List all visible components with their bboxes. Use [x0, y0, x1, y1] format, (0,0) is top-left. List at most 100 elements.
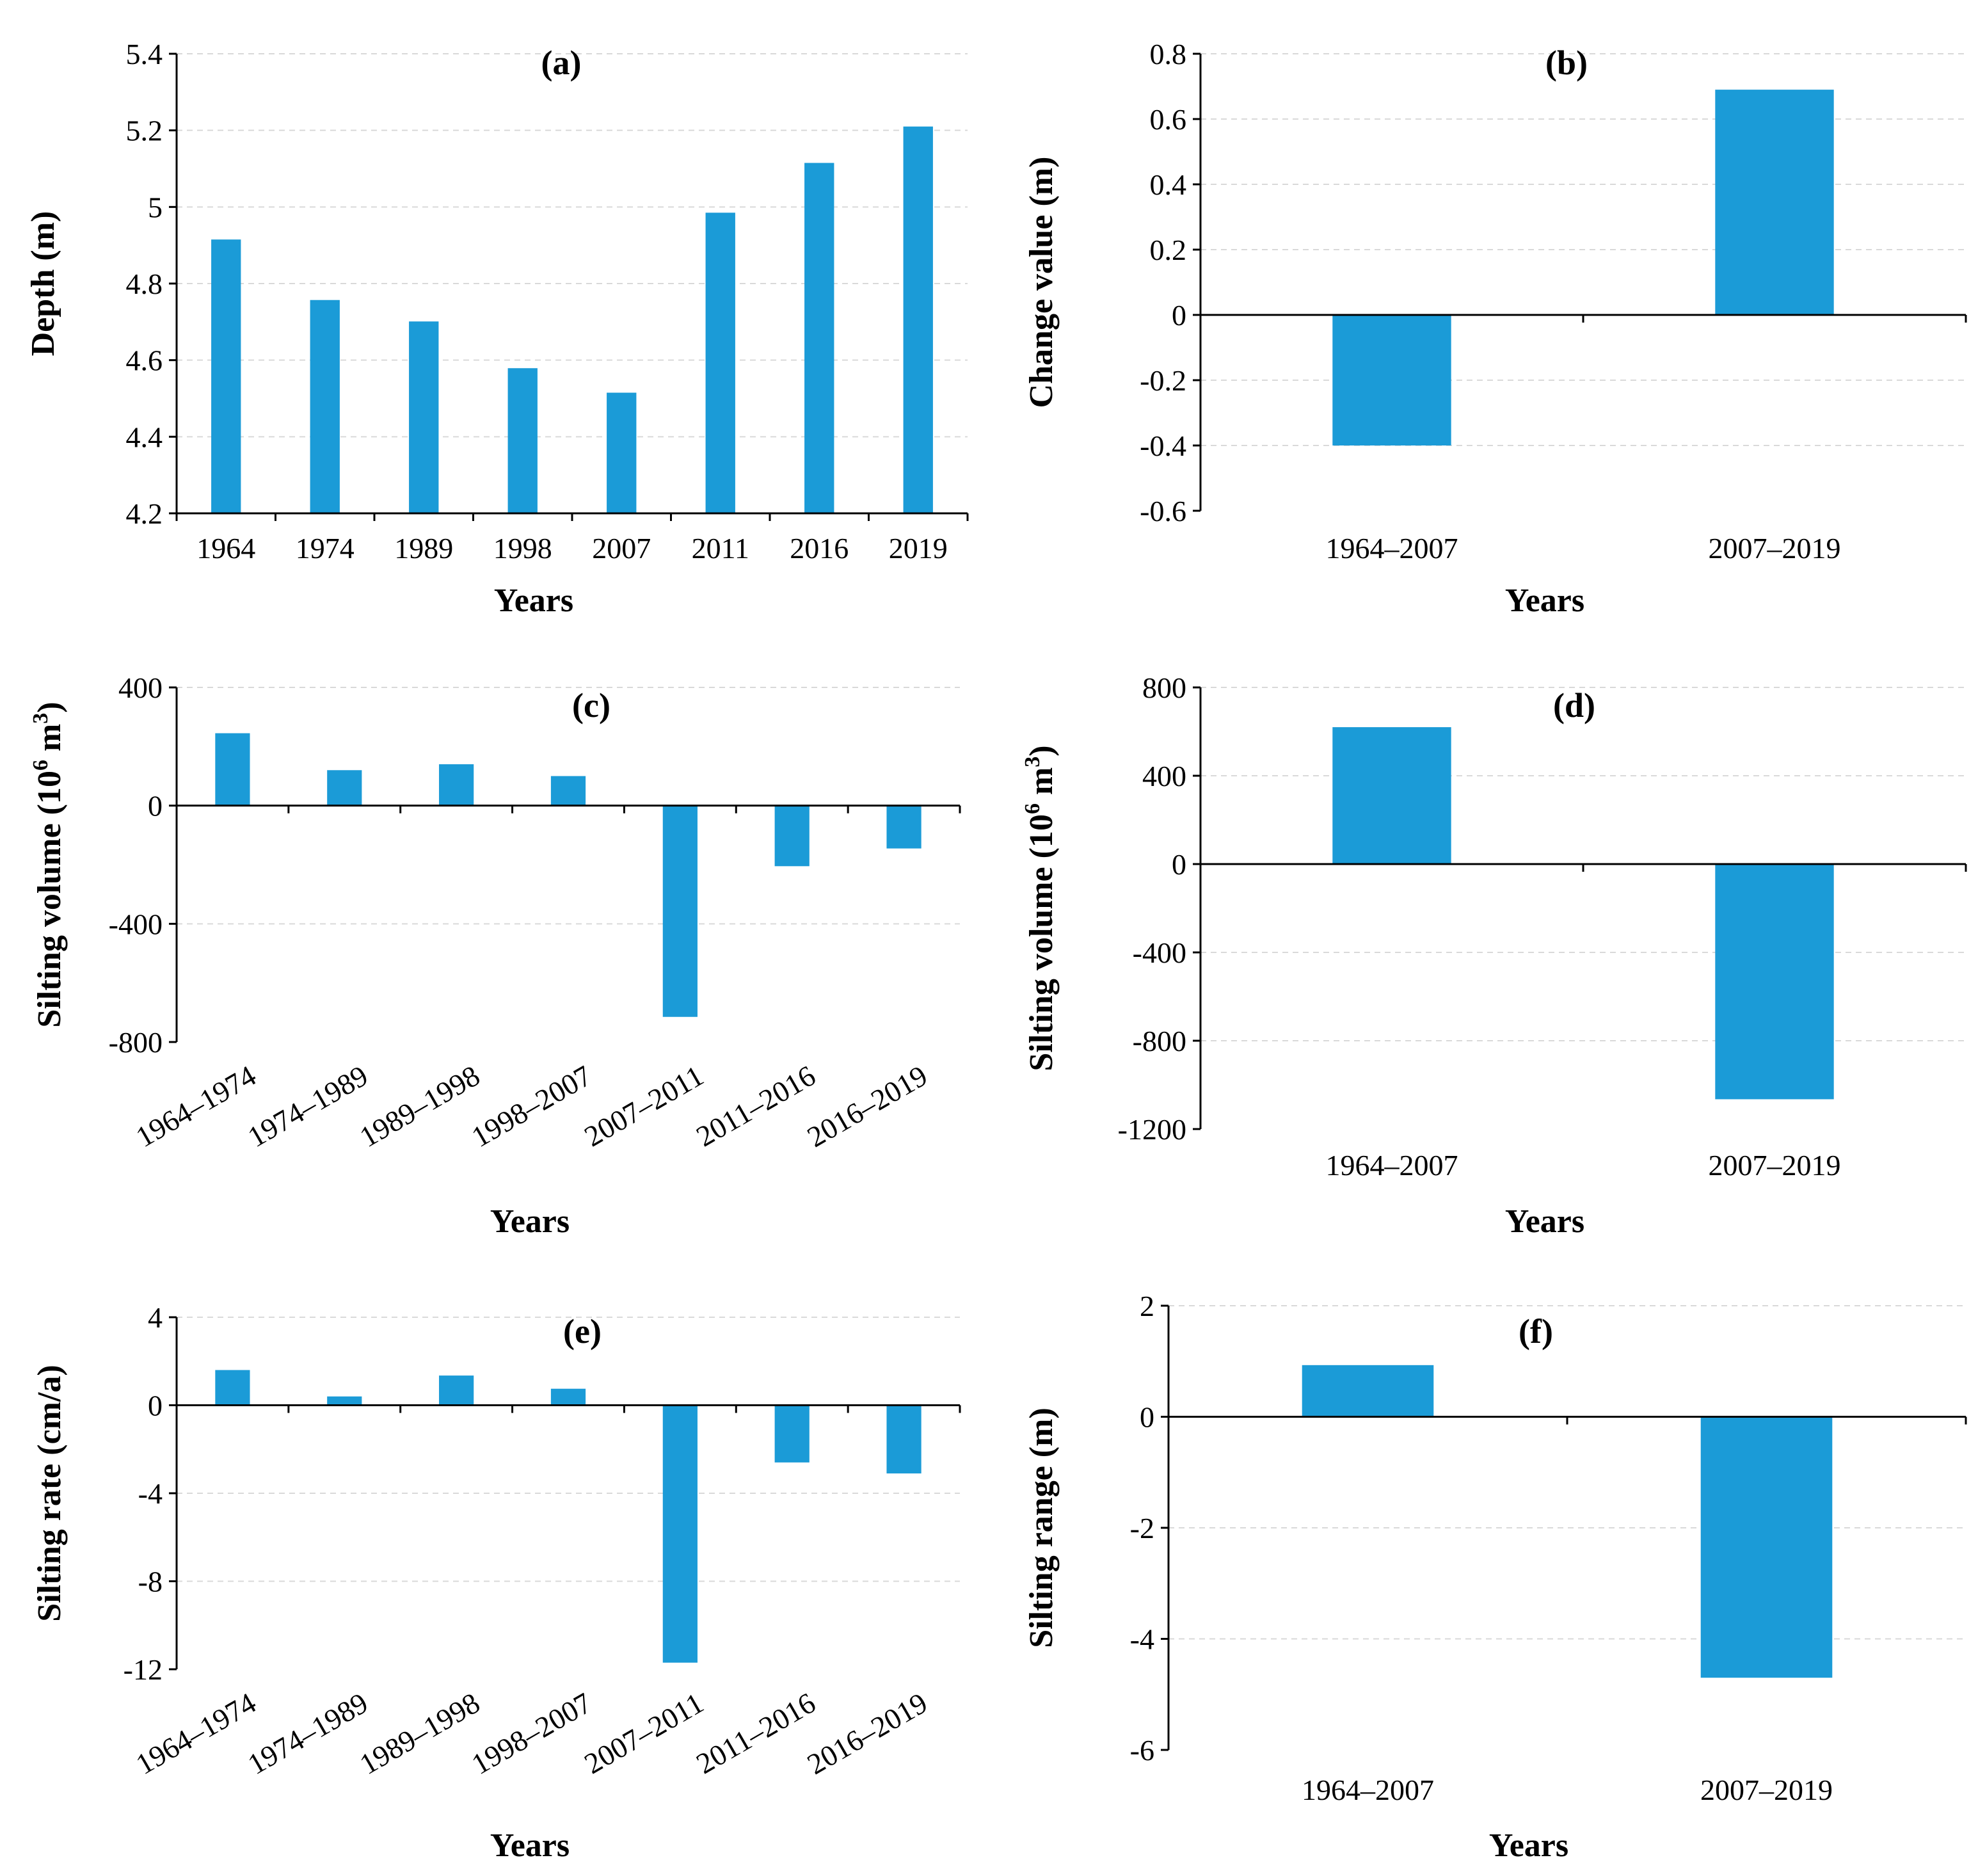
y-axis-label-part: Silting volume (10: [1023, 814, 1060, 1071]
y-tick-label: -1200: [1118, 1113, 1186, 1146]
bar-a-1: [310, 300, 340, 513]
y-tick-label: 5: [148, 191, 163, 223]
y-axis-label-part: 3: [29, 713, 52, 724]
bar-b-1: [1715, 90, 1834, 315]
panel-c: 400 0 -400 -8001964–19741974–19891989–19981…: [29, 671, 961, 1240]
y-tick-label: -2: [1130, 1512, 1154, 1544]
x-axis-label: Years: [490, 1203, 570, 1240]
bar-a-5: [705, 212, 735, 513]
y-axis-label-part: m: [1023, 767, 1060, 803]
panel-tag: (e): [563, 1312, 602, 1351]
x-tick-label: 2016–2019: [802, 1059, 933, 1153]
x-tick-label: 1989: [394, 532, 453, 565]
y-tick-label: 0: [1140, 1401, 1154, 1434]
panel-f: 2 0 -2 -4 -6 1964–2007 2007–2019 Years Silting r…: [1023, 1290, 1967, 1864]
y-tick-label: 4.2: [126, 497, 163, 530]
y-tick-label: 0: [148, 1390, 163, 1422]
y-axis-label: Silting volume (106 m3): [1021, 745, 1060, 1071]
x-axis-label: Years: [490, 1827, 570, 1864]
y-tick-label: 400: [118, 671, 163, 704]
x-tick-label: 2007–2011: [579, 1059, 709, 1153]
bar-d-0: [1332, 727, 1451, 864]
x-tick-label: 2007–2011: [579, 1686, 709, 1780]
x-tick-label: 1974–1989: [243, 1686, 374, 1781]
bar-c-5: [774, 805, 810, 867]
y-tick-label: -12: [124, 1653, 163, 1686]
x-axis-label: Years: [494, 582, 573, 619]
bar-e-4: [662, 1405, 698, 1663]
bar-f-0: [1302, 1365, 1434, 1417]
x-tick-label: 1998–2007: [466, 1686, 597, 1781]
bar-c-0: [215, 733, 250, 806]
bar-c-3: [550, 776, 586, 806]
bar-e-0: [215, 1370, 250, 1406]
panel-d: 800 400 0 -400 -800 -1200 1964–2007 2007–2019 Ye…: [1021, 671, 1967, 1240]
y-axis-label: Silting range (m): [1023, 1407, 1060, 1648]
panel-tag: (c): [572, 686, 610, 725]
y-tick-label: 0.4: [1150, 168, 1187, 201]
y-tick-label: -4: [138, 1477, 163, 1510]
y-tick-label: -4: [1130, 1623, 1154, 1656]
y-axis-label: Silting rate (cm/a): [31, 1365, 68, 1621]
y-tick-label: 0: [148, 790, 163, 822]
bar-c-6: [886, 805, 921, 849]
bar-c-2: [439, 764, 474, 806]
bar-e-5: [774, 1405, 810, 1463]
x-tick-label: 1964: [196, 532, 255, 565]
bar-c-4: [662, 805, 698, 1017]
panel-e: 4 0 -4 -8 -121964–19741974–19891989–19981998…: [31, 1301, 961, 1864]
y-tick-label: 800: [1142, 671, 1186, 704]
y-tick-label: -400: [109, 908, 163, 940]
bar-a-2: [409, 321, 439, 513]
y-tick-label: 2: [1140, 1290, 1154, 1322]
panel-b: 0.8 0.6 0.4 0.2 0 -0.2 -0.4 -0.6 1964–2007 2007–2…: [1023, 38, 1967, 619]
y-tick-label: 4.8: [126, 268, 163, 300]
y-axis-label-part: 3: [1021, 757, 1044, 767]
y-tick-label: -0.6: [1140, 495, 1186, 527]
x-tick-label: 2007: [592, 532, 651, 565]
y-axis-label-part: ): [31, 701, 68, 712]
bar-b-0: [1332, 315, 1451, 445]
bar-d-1: [1715, 864, 1834, 1100]
y-tick-label: -6: [1130, 1734, 1154, 1767]
x-tick-label: 2019: [889, 532, 948, 565]
y-tick-label: 0.2: [1150, 234, 1187, 266]
bar-e-6: [886, 1405, 921, 1474]
y-tick-label: -800: [109, 1026, 163, 1059]
y-tick-label: 0: [1172, 299, 1186, 332]
x-tick-label: 1964–2007: [1326, 532, 1458, 565]
y-tick-label: 0.6: [1150, 103, 1187, 136]
y-tick-label: 4.6: [126, 344, 163, 377]
bar-e-3: [550, 1388, 586, 1406]
x-tick-label: 2007–2019: [1709, 532, 1841, 565]
bar-a-4: [607, 392, 637, 513]
y-axis-label-part: 6: [29, 760, 52, 771]
y-axis-label-part: 6: [1021, 803, 1044, 814]
x-tick-label: 2007–2019: [1700, 1774, 1833, 1806]
y-tick-label: -0.2: [1140, 364, 1186, 397]
x-tick-label: 1964–1974: [131, 1686, 262, 1781]
bar-a-0: [211, 239, 241, 513]
y-axis-label: Change value (m): [1023, 157, 1060, 408]
y-tick-label: -8: [138, 1566, 163, 1598]
y-tick-label: 0: [1172, 848, 1186, 881]
x-tick-label: 1964–2007: [1302, 1774, 1434, 1806]
x-axis-label: Years: [1505, 582, 1584, 619]
x-tick-label: 2011: [692, 532, 749, 565]
panel-a: 5.4 5.2 5 4.8 4.6 4.4 4.2 1964 1974 1989 1998 2007 2…: [25, 38, 969, 619]
y-axis-label-part: ): [1023, 745, 1060, 756]
y-axis-label-part: Silting volume (10: [31, 771, 68, 1028]
panel-tag: (d): [1553, 686, 1595, 725]
x-tick-label: 1998: [493, 532, 552, 565]
y-tick-label: 5.2: [126, 115, 163, 147]
bar-a-6: [804, 163, 834, 513]
x-tick-label: 1989–1998: [354, 1059, 485, 1153]
y-tick-label: -800: [1133, 1025, 1186, 1057]
x-tick-label: 2011–2016: [690, 1686, 820, 1780]
y-tick-label: 400: [1142, 760, 1186, 792]
panel-tag: (a): [541, 44, 582, 82]
y-tick-label: -0.4: [1140, 429, 1186, 462]
panel-tag: (f): [1519, 1312, 1553, 1351]
